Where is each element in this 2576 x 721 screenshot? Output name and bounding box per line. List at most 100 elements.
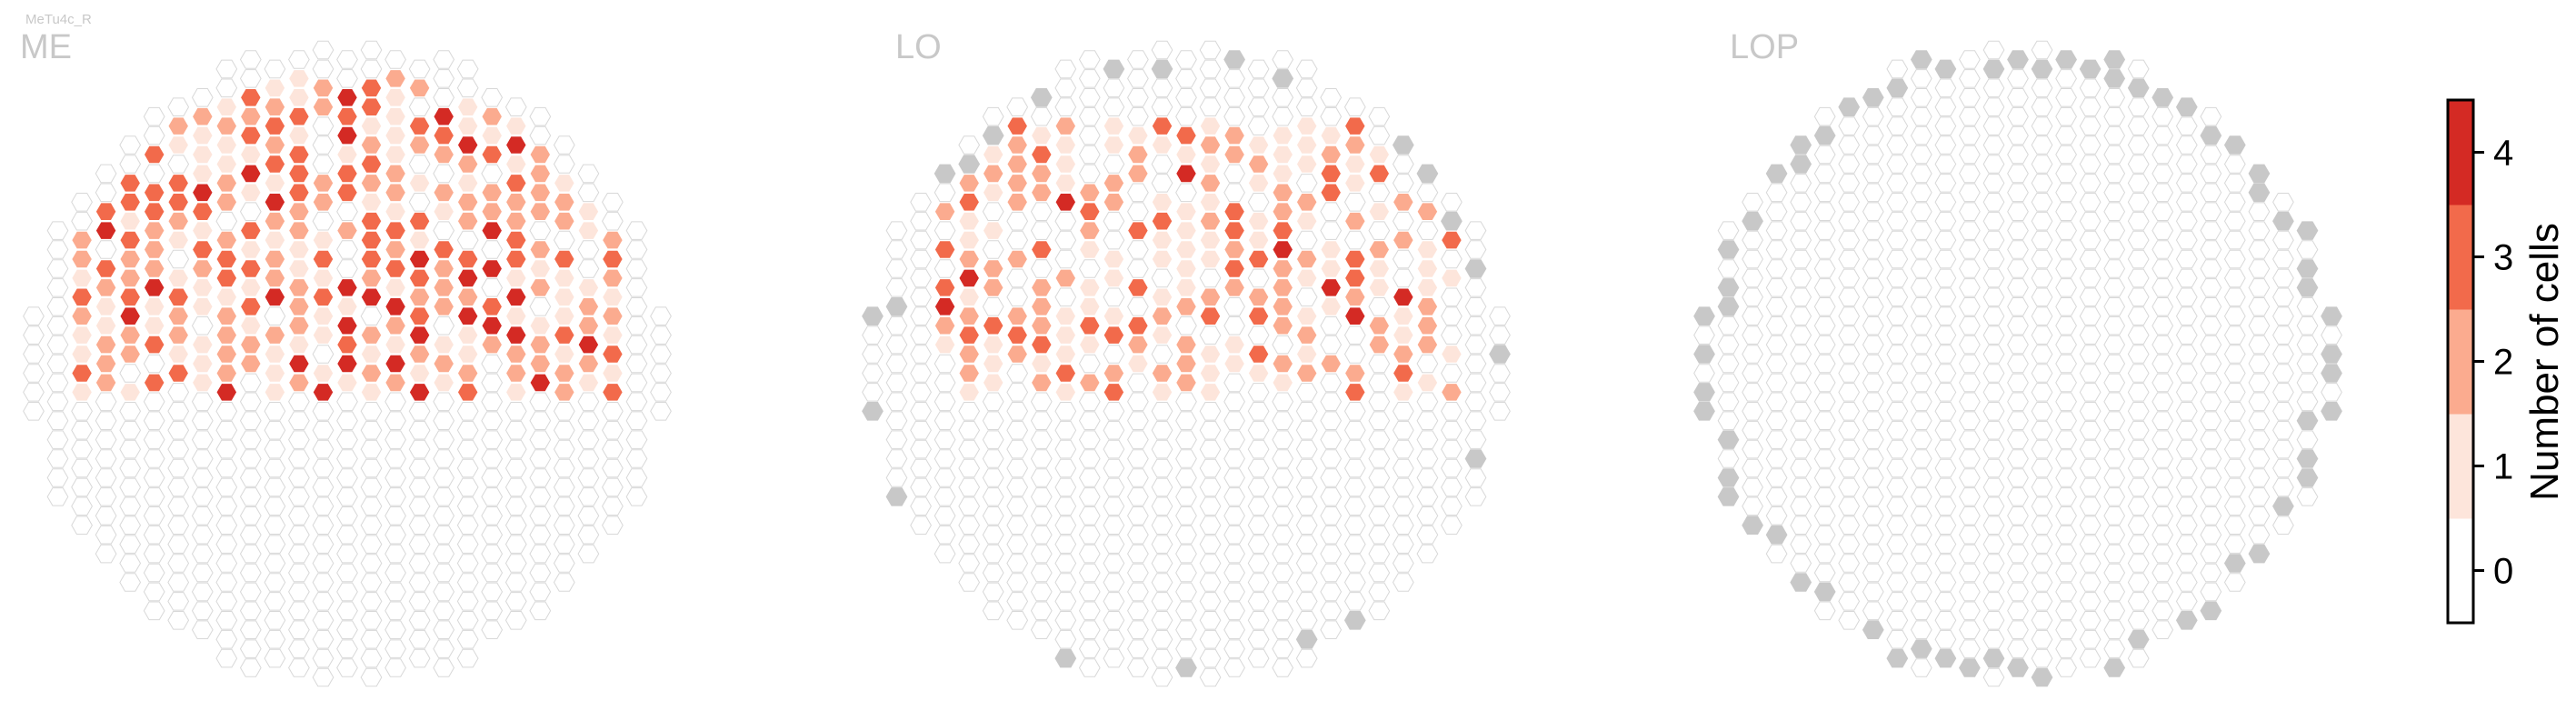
hex-cell (46, 373, 69, 393)
hex-cell (1765, 354, 1788, 374)
hex-cell (1320, 601, 1343, 621)
hex-cell (553, 496, 575, 516)
hex-cell (504, 573, 527, 592)
hex-cell (1223, 582, 1245, 602)
hex-cell (456, 230, 479, 250)
hex-cell (2031, 116, 2053, 135)
hex-cell (2200, 278, 2222, 297)
hex-cell (1272, 88, 1294, 107)
hex-cell (910, 193, 932, 212)
hex-cell (456, 648, 479, 668)
hex-cell (934, 297, 956, 316)
hex-cell (1078, 69, 1101, 88)
hex-cell (456, 439, 479, 459)
hex-cell (982, 582, 1004, 602)
hex-cell (408, 97, 431, 116)
hex-cell (1464, 373, 1487, 393)
hex-cell (1006, 211, 1029, 231)
hex-cell (1247, 249, 1270, 269)
hex-cell (1862, 392, 1884, 412)
hex-cell (167, 516, 190, 535)
hex-cell (2296, 392, 2319, 412)
hex-cell (1127, 525, 1149, 545)
hex-cell (1838, 230, 1861, 250)
hex-cell (167, 611, 190, 630)
hex-cell (1006, 592, 1029, 611)
hex-cell (1247, 306, 1270, 325)
hex-cell (1886, 135, 1909, 155)
hex-cell (1416, 544, 1439, 564)
hex-cell (2079, 325, 2102, 345)
hex-cell (143, 525, 165, 545)
hex-cell (71, 420, 93, 440)
hex-cell (2031, 477, 2053, 497)
hex-cell (1320, 563, 1343, 583)
hex-cell (885, 259, 908, 278)
hex-cell (433, 240, 455, 259)
hex-cell (1247, 458, 1270, 478)
hex-cell (1910, 658, 1932, 677)
hex-cell (1838, 193, 1861, 212)
hex-cell (1392, 155, 1414, 174)
hex-cell (23, 402, 45, 421)
hex-cell (1838, 345, 1861, 364)
hex-cell (143, 430, 165, 449)
hex-cell (1247, 611, 1270, 630)
hex-cell (95, 278, 117, 297)
hex-cell (2007, 620, 2029, 639)
hex-cell (456, 496, 479, 516)
hex-cell (1295, 174, 1318, 193)
hex-cell (885, 315, 908, 335)
hex-cell (1127, 658, 1149, 677)
hex-cell (1199, 174, 1222, 193)
hex-cell (1765, 506, 1788, 526)
hex-cell (1103, 535, 1125, 554)
hex-cell (1247, 116, 1270, 135)
hex-cell (264, 287, 286, 307)
hex-cell (910, 402, 932, 421)
hex-cell (1199, 648, 1222, 668)
hex-cell (71, 364, 93, 383)
hex-cell (1982, 420, 2005, 440)
hex-cell (215, 439, 238, 459)
hex-cell (1392, 573, 1414, 592)
hex-cell-out-of-range (1934, 648, 1957, 668)
hex-cell (1272, 183, 1294, 203)
hex-cell (239, 639, 262, 658)
hex-cell (982, 411, 1004, 430)
hex-cell (553, 325, 575, 345)
hex-cell (1765, 449, 1788, 468)
panel-lo: LO (862, 28, 1511, 687)
hex-cell (1934, 116, 1957, 135)
hex-cell (191, 259, 214, 278)
hex-cell (312, 211, 334, 231)
hex-cell (167, 573, 190, 592)
hex-cell (1886, 420, 1909, 440)
hex-cell (982, 259, 1004, 278)
hex-cell (1006, 364, 1029, 383)
hex-cell (2152, 106, 2174, 126)
hex-cell (1320, 392, 1343, 412)
hex-cell (1862, 183, 1884, 203)
hex-cell (360, 611, 383, 630)
hex-cell (1272, 620, 1294, 639)
hex-cell (1175, 411, 1197, 430)
hex-cell (2272, 325, 2294, 345)
hex-cell (408, 439, 431, 459)
hex-cell (1959, 335, 1981, 355)
hex-cell (433, 297, 455, 316)
hex-cell (1151, 211, 1173, 231)
hex-cell (456, 420, 479, 440)
hex-cell (2200, 315, 2222, 335)
hex-cell (167, 230, 190, 250)
hex-cell (191, 620, 214, 639)
hex-cell (408, 420, 431, 440)
hex-cell (1247, 364, 1270, 383)
hex-cell (1959, 50, 1981, 69)
hex-cell (1320, 125, 1343, 145)
hex-cell (1006, 268, 1029, 288)
colorbar-bin-4 (2448, 100, 2473, 205)
hex-cell (360, 78, 383, 98)
hex-cell (1151, 629, 1173, 649)
hex-cell (1151, 458, 1173, 478)
